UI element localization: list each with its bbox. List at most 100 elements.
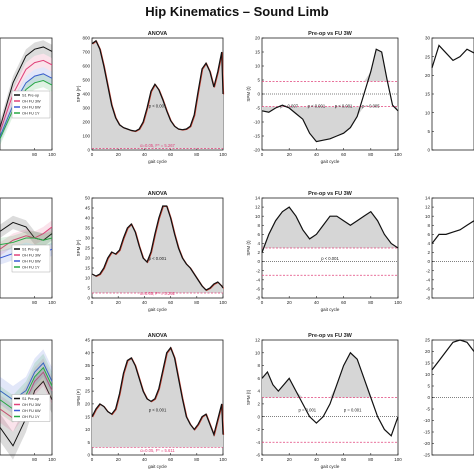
row3-anova-ylabel: SPM {F} [76,389,81,406]
row3-anova-ytick-label-0: 0 [87,453,90,458]
row1-kinematics-xtick-label-1: 100 [48,152,56,157]
row3-posthoc-xtick-label-5: 100 [394,457,402,462]
row2-posthoc-curve [261,206,399,253]
row2-anova-ytick-label-6: 30 [85,236,91,241]
row2-right-ytick-label-3: -2 [426,268,430,273]
row1-right-ytick-label-0: 0 [427,148,430,153]
row2-posthoc-xtick-label-2: 40 [314,300,320,305]
row3-anova-annotation-1: α=0.05, F* = 5.611 [140,448,175,453]
row3-kinematics-legend-label-3: OH FU 1Y [22,415,40,419]
row2-right-ytick-label-8: 8 [427,223,430,228]
row2-right-ytick-label-4: 0 [427,259,430,264]
row1-anova-curve [91,39,224,132]
row1-kinematics-band-3 [0,73,52,146]
row1-posthoc-ytick-label-5: 5 [257,78,260,83]
row2-posthoc-title: Pre-op vs FU 3W [308,191,353,197]
row1-anova-ytick-label-1: 100 [82,134,90,139]
row2-anova-ytick-label-0: 0 [87,296,90,301]
row1-anova-ytick-label-8: 800 [82,36,90,41]
row2-right-frame [431,197,474,299]
row1-anova-ytick-label-6: 600 [82,64,90,69]
row2-anova-ytick-label-9: 45 [85,206,91,211]
row3-posthoc-ytick-label-4: 2 [257,401,260,406]
row2-kinematics-xtick-label-1: 100 [48,300,56,305]
row1-posthoc-ytick-label-0: -20 [253,148,260,153]
row2-anova-curve [91,205,224,291]
row2-posthoc-ytick-label-11: 14 [255,196,261,201]
row1-posthoc-cluster-fill [262,49,398,82]
row2-posthoc-ytick-label-1: -6 [256,287,260,292]
row2-anova-ytick-label-4: 20 [85,256,91,261]
row1-kinematics-legend-label-1: OH FU 3W [22,100,41,104]
row2-posthoc-xtick-label-1: 20 [287,300,293,305]
row1-posthoc-xtick-label-1: 20 [287,152,293,157]
row2-posthoc-ytick-label-6: 4 [257,241,260,246]
row1-anova-ytick-label-0: 0 [87,148,90,153]
row1-right-ytick-label-2: 10 [425,110,431,115]
row3-anova-ytick-label-3: 15 [85,414,91,419]
row1-posthoc-ytick-label-6: 10 [255,64,261,69]
row2-kinematics-legend-label-3: OH FU 1Y [22,266,40,270]
row2-anova-annotation-0: p < 0.001 [149,256,167,261]
row2-posthoc-xtick-label-0: 0 [261,300,264,305]
row1-posthoc-curve [261,48,399,143]
row3-right-ytick-label-0: -25 [423,453,430,458]
row2-anova-xtick-label-5: 100 [219,300,227,305]
row3-right-ytick-label-10: 25 [425,338,431,343]
row1-kinematics-legend-label-2: OH FU 6W [22,106,41,110]
row2-kinematics-series-1 [0,226,53,250]
row1-anova-ylabel: SPM {F} [76,85,81,102]
row1-posthoc-ytick-label-8: 20 [255,36,261,41]
row2-right-ytick-label-10: 12 [425,205,431,210]
row2-right-ytick-label-1: -6 [426,287,430,292]
row1-posthoc-xtick-label-3: 60 [341,152,347,157]
row3-posthoc-ytick-label-2: -2 [256,427,260,432]
row2-posthoc-xtick-label-4: 80 [368,300,374,305]
row3-anova-xtick-label-0: 0 [91,457,94,462]
row1-right-curve [431,44,474,69]
row3-anova-annotation-0: p < 0.001 [149,407,167,412]
row2-kinematics-legend-label-1: OH FU 3W [22,254,41,258]
row3-posthoc-xlabel: gait cycle [321,464,340,469]
row1-kinematics-frame [0,37,53,151]
row1-posthoc-cluster-fill-lower [262,106,398,142]
row1-posthoc-annotation-0: p = 0.007 [280,103,298,108]
row3-kinematics-xtick-label-0: 80 [32,457,38,462]
row3-posthoc-xtick-label-4: 80 [368,457,374,462]
row3-anova-ytick-label-6: 30 [85,376,91,381]
row1-posthoc-annotation-3: p = 0.005 [362,103,380,108]
row1-right-ytick-label-3: 15 [425,92,431,97]
row2-anova-xtick-label-4: 80 [194,300,200,305]
row2-anova-ytick-label-2: 10 [85,276,91,281]
row1-posthoc-ytick-label-7: 15 [255,50,261,55]
row1-kinematics-legend-label-3: OH FU 1Y [22,112,40,116]
row1-anova-xtick-label-2: 40 [142,152,148,157]
row3-posthoc-xtick-label-2: 40 [314,457,320,462]
row1-posthoc-xtick-label-4: 80 [368,152,374,157]
row3-right-ytick-label-1: -20 [423,441,430,446]
row2-right-curve [431,220,474,244]
row1-anova-ytick-label-3: 300 [82,106,90,111]
row3-posthoc-ytick-label-8: 10 [255,350,261,355]
row3-anova-frame [91,339,224,456]
row3-right-ytick-label-6: 5 [427,384,430,389]
row2-posthoc-xtick-label-5: 100 [394,300,402,305]
row1-kinematics-band-0 [0,40,52,135]
row3-anova-ytick-label-4: 20 [85,401,91,406]
row1-anova-title: ANOVA [148,31,167,37]
row2-anova-ytick-label-8: 40 [85,216,91,221]
row1-kinematics-series-0 [0,46,53,128]
row1-right-ytick-label-4: 20 [425,73,431,78]
row1-anova-xtick-label-3: 60 [168,152,174,157]
row3-kinematics-legend-label-0: S1 Pre-op [22,397,39,401]
row3-kinematics-series-3 [0,366,53,410]
row1-anova-annotation-0: p < 0.001 [149,103,167,108]
row2-posthoc-cluster-fill [262,207,398,248]
row1-anova-ytick-label-5: 500 [82,78,90,83]
row3-anova-ytick-label-5: 25 [85,389,91,394]
row2-anova-xtick-label-1: 20 [116,300,122,305]
row1-anova-xtick-label-1: 20 [116,152,122,157]
row3-right-ytick-label-9: 20 [425,349,431,354]
row2-kinematics-series-0 [0,221,53,241]
